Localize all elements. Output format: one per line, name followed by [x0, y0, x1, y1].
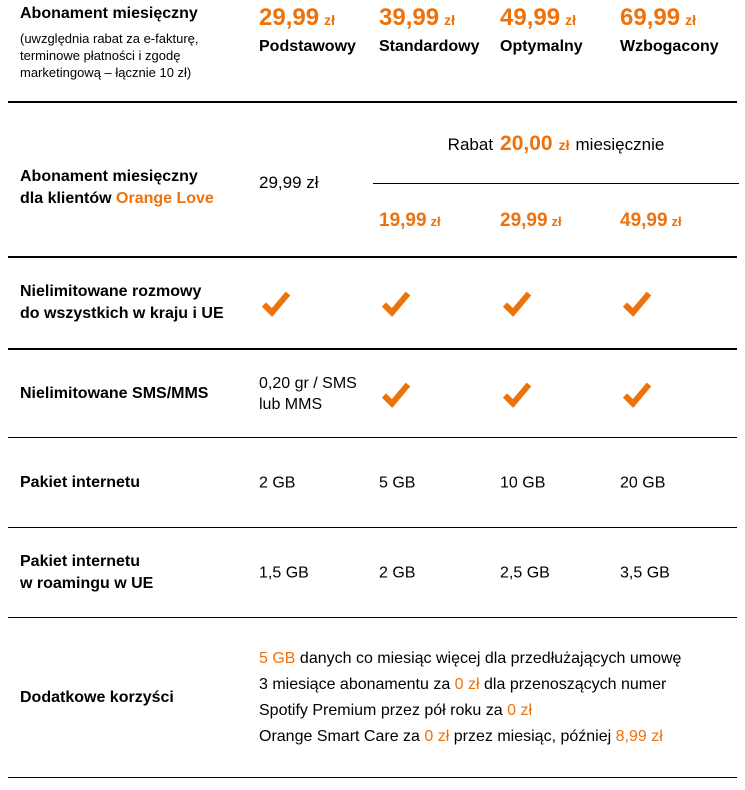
benefit-segment: Spotify Premium przez pół roku za [259, 701, 508, 719]
check-mark-svg [381, 291, 411, 317]
plan-name: Wzbogacony [620, 38, 719, 55]
benefit-segment: 0 zł [454, 675, 480, 693]
benefit-segment: 0 zł [424, 727, 450, 745]
rabat-amount: 20,00 [500, 132, 553, 155]
feature-label: Nielimitowane SMS/MMS [20, 384, 209, 402]
benefit-segment: Orange Smart Care za [259, 727, 425, 745]
plan-price-amount: 69,99 [620, 4, 681, 31]
benefit-line: 5 GB danych co miesiąc więcej dla przedł… [259, 646, 681, 672]
rabat-prefix: Rabat [447, 135, 494, 154]
orange-love-row: Abonament miesięczny dla klientów Orange… [8, 103, 739, 258]
currency-suffix: zł [565, 12, 576, 28]
feature-value: 0,20 gr / SMS lub MMS [259, 374, 357, 413]
plan-column: 69,99 zł Wzbogacony [620, 4, 738, 56]
orange-love-label-line1: Abonament miesięczny [20, 168, 198, 185]
feature-value: 5 GB [379, 474, 416, 491]
feature-label: Pakiet internetu w roamingu w UE [20, 552, 154, 592]
feature-value: 1,5 GB [259, 564, 309, 581]
plan-price-amount: 49,99 [500, 4, 561, 31]
feature-label: Pakiet internetu [20, 473, 141, 491]
plan-price: 49,99 zł [500, 4, 618, 32]
benefit-line: Spotify Premium przez pół roku za 0 zł [259, 698, 681, 724]
check-mark-svg [381, 382, 411, 407]
header-title: Abonament miesięczny [20, 5, 198, 22]
check-icon [381, 290, 411, 317]
header-label: Abonament miesięczny (uwzględnia rabat z… [20, 5, 235, 81]
benefits-row: Dodatkowe korzyści 5 GB danych co miesią… [8, 618, 737, 778]
check-icon [622, 380, 652, 407]
check-mark-svg [622, 382, 652, 407]
check-mark-svg [261, 291, 291, 317]
feature-rows: Nielimitowane rozmowy do wszystkich w kr… [0, 258, 745, 618]
check-icon [381, 380, 411, 407]
discounted-price: 29,99 zł [500, 210, 562, 232]
benefit-lines: 5 GB danych co miesiąc więcej dla przedł… [259, 646, 681, 750]
check-mark-svg [502, 382, 532, 407]
orange-love-label-line2-prefix: dla klientów [20, 190, 117, 207]
plan-price: 39,99 zł [379, 4, 497, 32]
feature-value: 2 GB [379, 564, 416, 581]
feature-value: 10 GB [500, 474, 546, 491]
plan-column: 29,99 zł Podstawowy [259, 4, 377, 56]
feature-value: 20 GB [620, 474, 666, 491]
benefits-label: Dodatkowe korzyści [20, 688, 174, 706]
benefit-segment: przez miesiąc, później [449, 727, 616, 745]
currency-suffix: zł [444, 12, 455, 28]
plan-price: 29,99 zł [259, 4, 377, 32]
feature-row: Pakiet internetu w roamingu w UE 1,5 GB 2 … [8, 528, 737, 618]
feature-row: Nielimitowane SMS/MMS 0,20 gr / SMS lub M… [8, 350, 737, 438]
check-icon [261, 290, 291, 317]
orange-love-base-price: 29,99 zł [259, 173, 319, 192]
feature-value: 2,5 GB [500, 564, 550, 581]
rabat-suffix: miesięcznie [575, 135, 665, 154]
check-icon [502, 380, 532, 407]
benefit-segment: 8,99 zł [615, 727, 663, 745]
benefit-segment: 3 miesiące abonamentu za [259, 675, 455, 693]
benefit-segment: danych co miesiąc więcej dla przedłużają… [295, 649, 682, 667]
plan-price: 69,99 zł [620, 4, 738, 32]
feature-value: 2 GB [259, 474, 296, 491]
feature-label: Nielimitowane rozmowy do wszystkich w kr… [20, 283, 224, 322]
feature-row: Nielimitowane rozmowy do wszystkich w kr… [8, 258, 737, 350]
header-row: Abonament miesięczny (uwzględnia rabat z… [8, 0, 737, 103]
check-icon [622, 290, 652, 317]
rabat-divider [373, 183, 739, 184]
currency-suffix: zł [671, 214, 682, 229]
currency-suffix: zł [551, 214, 562, 229]
benefit-line: 3 miesiące abonamentu za 0 zł dla przeno… [259, 672, 681, 698]
check-mark-svg [502, 291, 532, 317]
discounted-price-amount: 29,99 [500, 210, 548, 231]
rabat-header: Rabat 20,00 zł miesięcznie [373, 132, 739, 156]
plan-column: 39,99 zł Standardowy [379, 4, 497, 56]
discounted-price-amount: 49,99 [620, 210, 668, 231]
plan-price-amount: 39,99 [379, 4, 440, 31]
benefit-segment: dla przenoszących numer [479, 675, 667, 693]
rabat-currency: zł [558, 137, 570, 153]
orange-love-brand: Orange Love [116, 190, 214, 207]
plan-column: 49,99 zł Optymalny [500, 4, 618, 56]
header-note: (uwzględnia rabat za e-fakturę, terminow… [20, 31, 199, 80]
plan-price-amount: 29,99 [259, 4, 320, 31]
check-icon [502, 290, 532, 317]
discounted-price-amount: 19,99 [379, 210, 427, 231]
discounted-price: 49,99 zł [620, 210, 682, 232]
orange-love-label-line2: dla klientów Orange Love [20, 188, 214, 210]
currency-suffix: zł [430, 214, 441, 229]
currency-suffix: zł [685, 12, 696, 28]
discounted-price: 19,99 zł [379, 210, 441, 232]
plan-name: Optymalny [500, 38, 583, 55]
check-mark-svg [622, 291, 652, 317]
benefit-segment: 5 GB [259, 649, 296, 667]
benefit-line: Orange Smart Care za 0 zł przez miesiąc,… [259, 724, 681, 750]
plan-name: Standardowy [379, 38, 480, 55]
benefit-segment: 0 zł [507, 701, 532, 719]
feature-row: Pakiet internetu 2 GB 5 GB 10 GB 20 GB [8, 438, 737, 528]
plan-name: Podstawowy [259, 38, 356, 55]
orange-love-label: Abonament miesięczny dla klientów Orange… [20, 166, 214, 210]
currency-suffix: zł [324, 12, 335, 28]
feature-value: 3,5 GB [620, 564, 670, 581]
